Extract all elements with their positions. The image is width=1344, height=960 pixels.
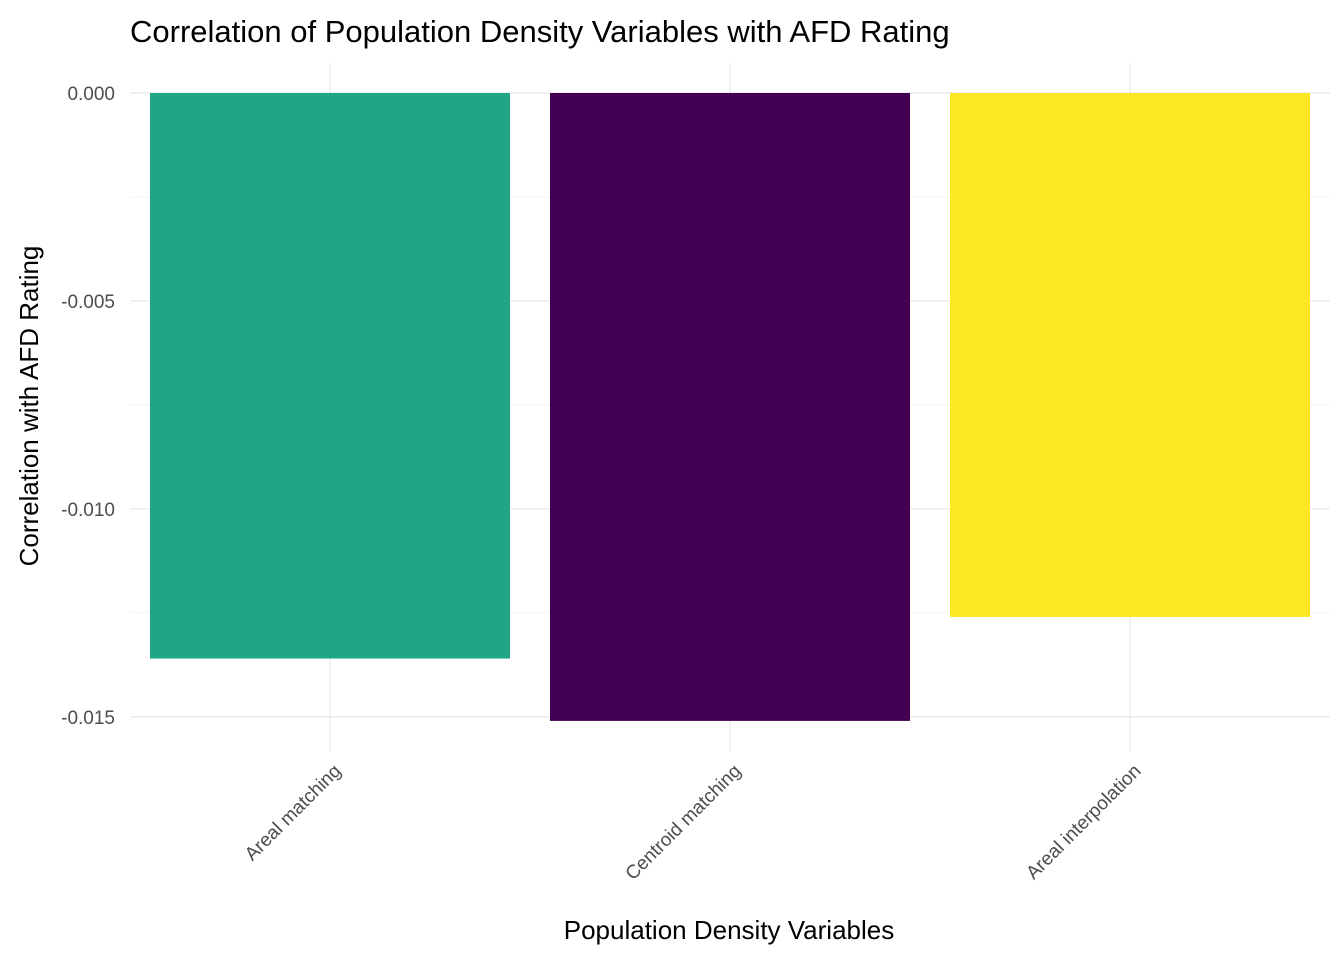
x-axis-title: Population Density Variables xyxy=(564,915,894,945)
y-tick-labels: 0.000 -0.005 -0.010 -0.015 xyxy=(61,84,115,729)
x-tick-label: Areal interpolation xyxy=(1022,761,1145,884)
x-tick-labels: Areal matching Centroid matching Areal int… xyxy=(241,761,1145,885)
x-tick-label: Areal matching xyxy=(241,761,345,865)
y-axis-title: Correlation with AFD Rating xyxy=(14,246,44,567)
y-tick-label: -0.015 xyxy=(61,708,115,729)
y-tick-label: 0.000 xyxy=(67,84,115,105)
bars-layer xyxy=(150,93,1310,721)
bar-areal-interpolation xyxy=(950,93,1310,617)
chart-title: Correlation of Population Density Variab… xyxy=(130,14,950,49)
bar-areal-matching xyxy=(150,93,510,659)
y-tick-label: -0.010 xyxy=(61,500,115,521)
x-tick-label: Centroid matching xyxy=(622,761,746,885)
bar-centroid-matching xyxy=(550,93,910,721)
y-tick-label: -0.005 xyxy=(61,292,115,313)
